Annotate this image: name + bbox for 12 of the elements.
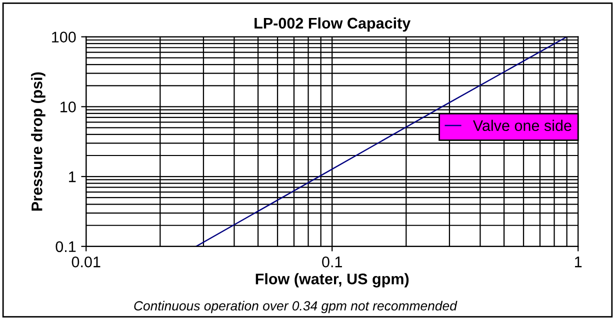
y-tick-label: 1 [69, 172, 76, 182]
x-axis-title: Flow (water, US gpm) [256, 273, 409, 288]
x-tick-label: 0.01 [72, 256, 100, 268]
text: Continuous operation over 0.34 gpm not recommended [134, 300, 458, 314]
x-tick-label: 1 [575, 256, 582, 268]
legend-label: Valve one side [472, 120, 572, 132]
y-axis-title: Pressure drop (psi) [31, 72, 46, 211]
y-tick-label: 100 [52, 32, 76, 42]
x-tick-label: 0.1 [322, 256, 342, 268]
y-tick-label: 10 [60, 102, 76, 112]
chart-title: LP-002 Flow Capacity [254, 17, 411, 32]
y-tick-label: 0.1 [56, 241, 76, 252]
